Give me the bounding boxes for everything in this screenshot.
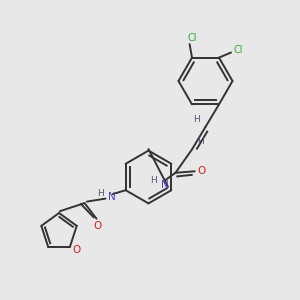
Text: H: H (198, 137, 204, 146)
Text: N: N (161, 180, 169, 190)
Text: H: H (150, 176, 157, 185)
Text: O: O (197, 166, 206, 176)
Text: Cl: Cl (233, 44, 243, 55)
Text: Cl: Cl (187, 32, 197, 43)
Text: N: N (108, 192, 116, 202)
Text: O: O (72, 244, 81, 255)
Text: O: O (94, 220, 102, 231)
Text: H: H (193, 115, 200, 124)
Text: H: H (98, 189, 104, 198)
